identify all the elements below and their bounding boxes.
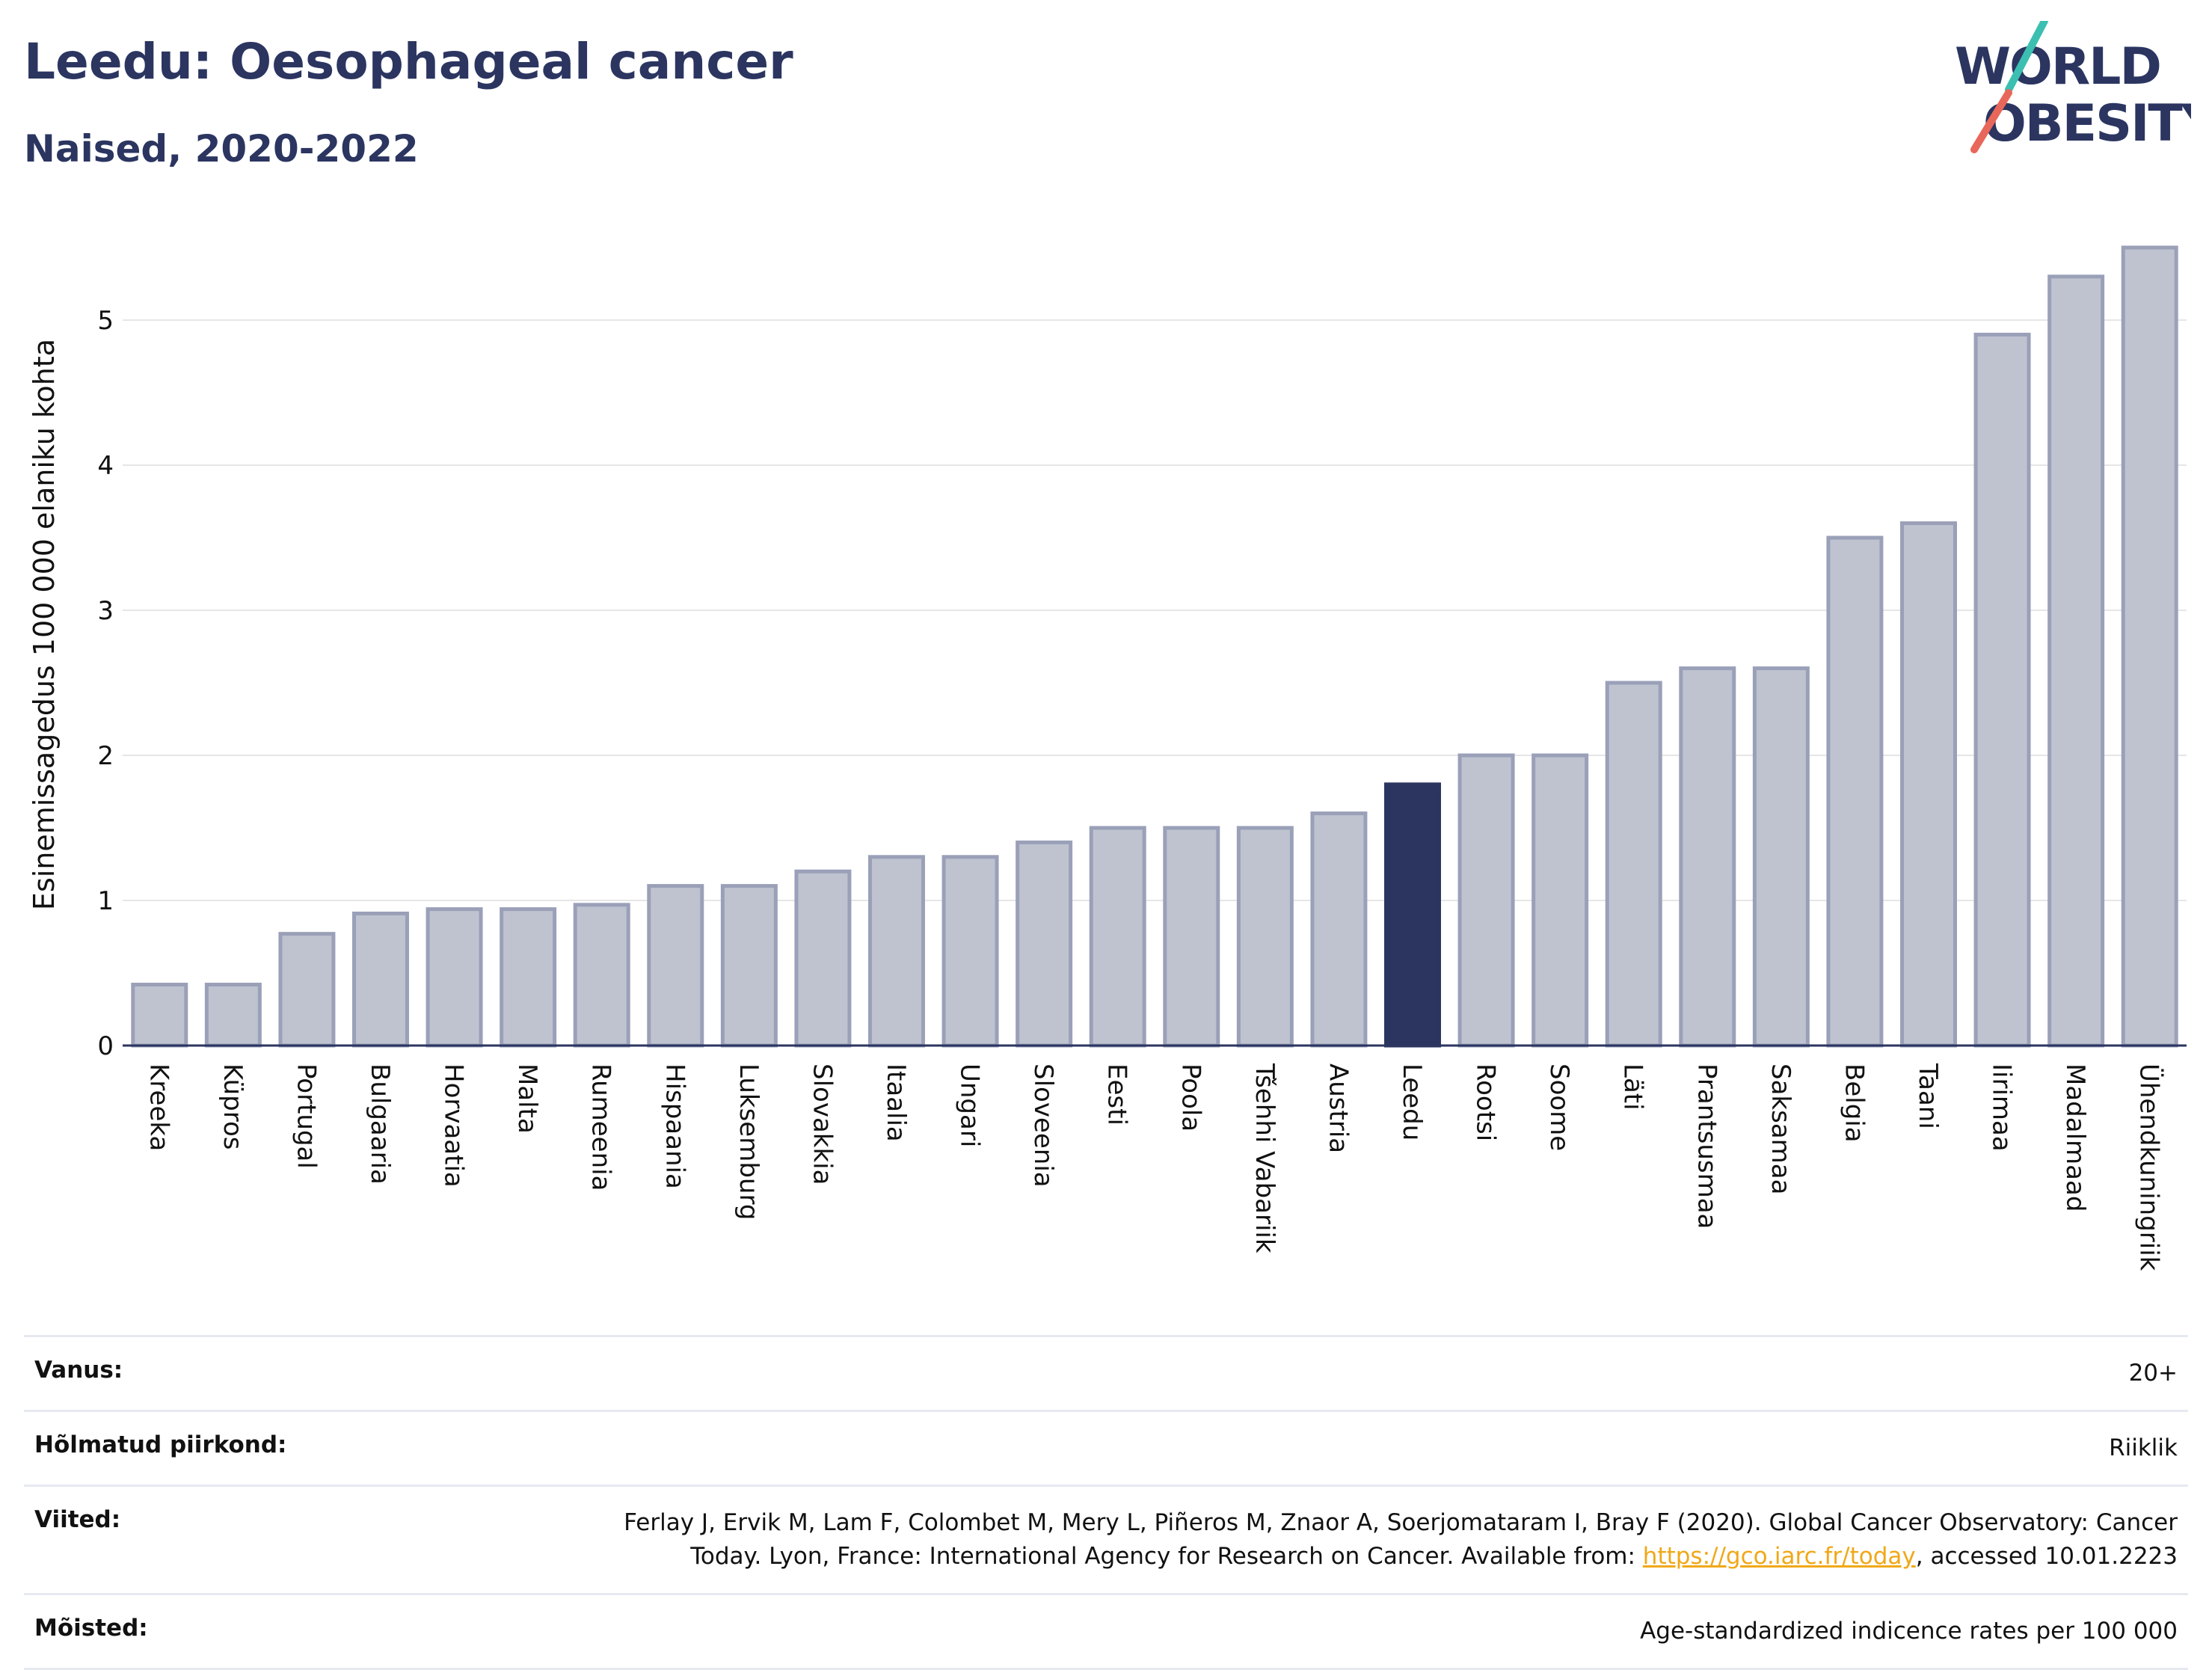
region-row: Hõlmatud piirkond: Riiklik <box>24 1409 2188 1485</box>
x-tick-labels: Kreeka Küpros Portugal Bulgaaria Horvaatia Ma… <box>144 1063 2164 1271</box>
bar-läti <box>1605 681 1662 1048</box>
bar-chart: 0 1 2 3 4 5 Kreeka Küpros Portugal Bulgaaria Horv… <box>28 245 2187 1271</box>
bar-saksamaa <box>1752 666 1810 1048</box>
bar-prantsusmaa <box>1679 666 1736 1048</box>
bar-küpros <box>204 983 262 1048</box>
y-tick-label: 2 <box>97 741 114 771</box>
bar-portugal <box>278 932 336 1048</box>
definitions-row: Mõisted: Age-standardized indicence rate… <box>24 1592 2188 1670</box>
y-tick-label: 4 <box>97 451 114 481</box>
bar-poola <box>1163 826 1220 1048</box>
x-tick-label: Eesti <box>1102 1063 1132 1126</box>
page-title: Leedu: Oesophageal cancer <box>24 33 793 90</box>
references-line1: Ferlay J, Ervik M, Lam F, Colombet M, Me… <box>624 1508 2178 1536</box>
page-subtitle: Naised, 2020-2022 <box>24 127 419 171</box>
bar-kreeka <box>131 983 188 1048</box>
bar-horvaatia <box>425 907 483 1048</box>
bar-slovakkia <box>794 869 852 1048</box>
bar-malta <box>500 907 557 1048</box>
bar-taani <box>1900 521 1957 1048</box>
x-tick-label: Sloveenia <box>1028 1063 1058 1188</box>
x-tick-label: Poola <box>1176 1063 1205 1132</box>
world-obesity-logo: WORLD OBESITY <box>1955 21 2191 153</box>
x-tick-label: Soome <box>1544 1063 1574 1151</box>
x-tick-label: Bulgaaria <box>365 1063 395 1185</box>
x-tick-label: Horvaatia <box>439 1063 469 1188</box>
bar-ungari <box>941 855 999 1048</box>
references-label: Viited: <box>34 1505 121 1533</box>
bar-sloveenia <box>1016 840 1073 1048</box>
x-tick-label: Austria <box>1323 1063 1353 1153</box>
x-tick-label: Prantsusmaa <box>1692 1063 1721 1229</box>
x-tick-label: Tšehhi Vabariik <box>1250 1063 1279 1253</box>
x-tick-label: Portugal <box>291 1063 321 1169</box>
x-tick-label: Rumeenia <box>586 1063 616 1191</box>
x-tick-label: Madalmaad <box>2060 1063 2090 1212</box>
x-tick-label: Taani <box>1913 1063 1943 1129</box>
references-row: Viited: Ferlay J, Ervik M, Lam F, Colomb… <box>24 1484 2188 1593</box>
x-tick-label: Itaalia <box>881 1063 911 1142</box>
y-tick-labels: 0 1 2 3 4 5 <box>97 306 114 1061</box>
x-tick-label: Küpros <box>218 1063 248 1149</box>
svg-text:WORLD: WORLD <box>1955 37 2160 96</box>
bars <box>131 245 2178 1048</box>
bar-itaalia <box>868 855 925 1048</box>
bar-ühendkuningriik <box>2121 245 2178 1048</box>
bar-rumeenia <box>573 903 630 1048</box>
x-tick-label: Belgia <box>1839 1063 1869 1143</box>
x-tick-label: Läti <box>1618 1063 1648 1111</box>
y-tick-label: 3 <box>97 596 114 626</box>
references-value: Ferlay J, Ervik M, Lam F, Colombet M, Me… <box>624 1506 2178 1574</box>
region-value: Riiklik <box>2109 1434 2178 1461</box>
definitions-value: Age-standardized indicence rates per 100… <box>1640 1617 2178 1645</box>
bar-rootsi <box>1457 753 1515 1048</box>
bar-luksemburg <box>720 884 778 1048</box>
y-tick-label: 1 <box>97 886 114 916</box>
bar-belgia <box>1826 535 1884 1048</box>
x-tick-label: Leedu <box>1397 1063 1427 1141</box>
x-tick-label: Hispaania <box>660 1063 689 1189</box>
bar-austria <box>1310 811 1368 1048</box>
y-axis-label: Esinemissagedus 100 000 elaniku kohta <box>28 339 61 910</box>
x-tick-label: Malta <box>512 1063 542 1134</box>
bar-madalmaad <box>2047 274 2105 1048</box>
bar-hispaania <box>647 884 704 1048</box>
bar-eesti <box>1089 826 1146 1048</box>
bar-bulgaaria <box>352 911 409 1048</box>
bar-soome <box>1531 753 1589 1048</box>
bar-tšehhi-vabariik <box>1236 826 1294 1048</box>
x-tick-label: Rootsi <box>1471 1063 1501 1141</box>
x-tick-label: Ühendkuningriik <box>2134 1063 2165 1271</box>
definitions-label: Mõisted: <box>34 1614 148 1642</box>
references-line2-post: , accessed 10.01.2223 <box>1915 1542 2178 1570</box>
bar-leedu <box>1384 782 1441 1048</box>
age-row: Vanus: 20+ <box>24 1335 2188 1410</box>
age-label: Vanus: <box>34 1357 123 1384</box>
metadata-table: Vanus: 20+ Hõlmatud piirkond: Riiklik Vi… <box>24 1335 2188 1670</box>
age-value: 20+ <box>2128 1360 2178 1387</box>
y-tick-label: 0 <box>97 1031 114 1061</box>
x-tick-label: Kreeka <box>144 1063 173 1151</box>
x-tick-label: Slovakkia <box>807 1063 837 1185</box>
region-label: Hõlmatud piirkond: <box>34 1431 287 1458</box>
x-tick-label: Saksamaa <box>1766 1063 1795 1194</box>
references-line2-pre: Today. Lyon, France: International Agenc… <box>690 1542 1643 1570</box>
x-tick-label: Iirimaa <box>1987 1063 2017 1152</box>
y-tick-label: 5 <box>97 306 114 336</box>
svg-text:OBESITY: OBESITY <box>1983 94 2191 153</box>
x-tick-label: Luksemburg <box>734 1063 764 1220</box>
source-link[interactable]: https://gco.iarc.fr/today <box>1642 1542 1916 1570</box>
bar-iirimaa <box>1973 332 2031 1048</box>
x-tick-label: Ungari <box>955 1063 985 1147</box>
